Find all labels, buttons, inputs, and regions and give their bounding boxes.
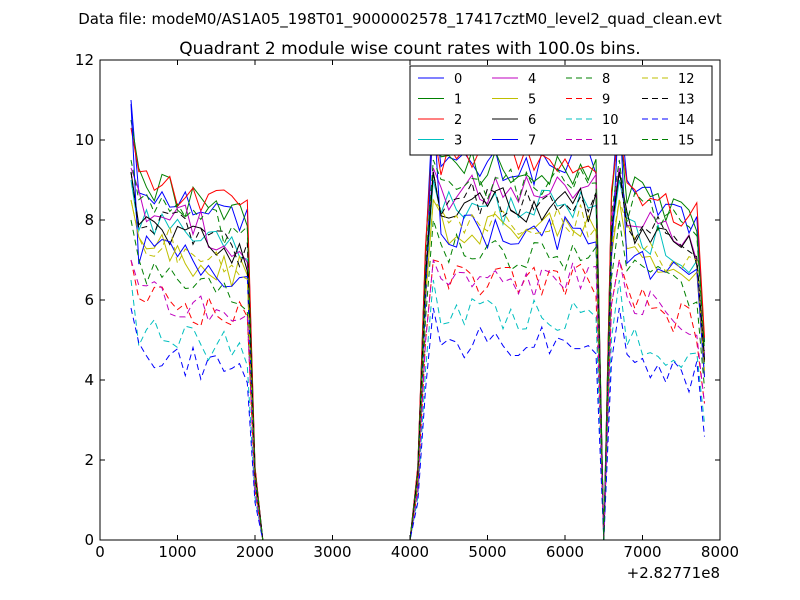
plot-frame [99, 59, 721, 541]
legend-label-8: 8 [602, 72, 610, 87]
x-tick-label: 2000 [236, 543, 274, 561]
chart-title: Quadrant 2 module wise count rates with … [179, 39, 640, 59]
legend-label-3: 3 [454, 134, 462, 149]
x-tick-label: 6000 [546, 543, 584, 561]
y-tick-label: 8 [84, 211, 94, 229]
y-tick-label: 0 [84, 531, 94, 549]
legend-label-12: 12 [678, 72, 695, 87]
y-tick-label: 6 [84, 291, 94, 309]
legend-label-14: 14 [678, 113, 695, 128]
legend-label-6: 6 [528, 113, 536, 128]
series-layer [130, 99, 705, 541]
suptitle: Data file: modeM0/AS1A05_198T01_90000025… [78, 10, 722, 29]
x-tick-label: 0 [95, 543, 105, 561]
legend-label-11: 11 [602, 134, 619, 149]
x-tick-label: 3000 [313, 543, 351, 561]
legend-label-0: 0 [454, 72, 462, 87]
y-tick-label: 2 [84, 451, 94, 469]
series-line-13 [130, 171, 705, 541]
legend-label-15: 15 [678, 134, 695, 149]
legend-label-13: 13 [678, 93, 695, 108]
legend-label-5: 5 [528, 93, 536, 108]
y-tick-label: 12 [75, 51, 94, 69]
x-tick-label: 4000 [391, 543, 429, 561]
series-line-15 [130, 159, 705, 541]
legend-frame [409, 65, 713, 156]
legend-label-10: 10 [602, 113, 619, 128]
x-axis-ticks: 0 1000 2000 3000 4000 5000 6000 7000 8000 [95, 60, 739, 561]
y-tick-label: 10 [75, 131, 94, 149]
x-tick-label: 8000 [701, 543, 739, 561]
x-offset-label: +2.82771e8 [627, 564, 720, 582]
legend-label-7: 7 [528, 134, 536, 149]
legend-label-2: 2 [454, 113, 462, 128]
series-line-14 [130, 307, 705, 541]
legend-label-9: 9 [602, 93, 610, 108]
series-line-11 [130, 259, 705, 541]
legend-label-4: 4 [528, 72, 536, 87]
series-line-12 [130, 198, 705, 541]
x-tick-label: 5000 [468, 543, 506, 561]
legend-label-1: 1 [454, 93, 462, 108]
x-tick-label: 1000 [158, 543, 196, 561]
y-tick-label: 4 [84, 371, 94, 389]
x-tick-label: 7000 [623, 543, 661, 561]
